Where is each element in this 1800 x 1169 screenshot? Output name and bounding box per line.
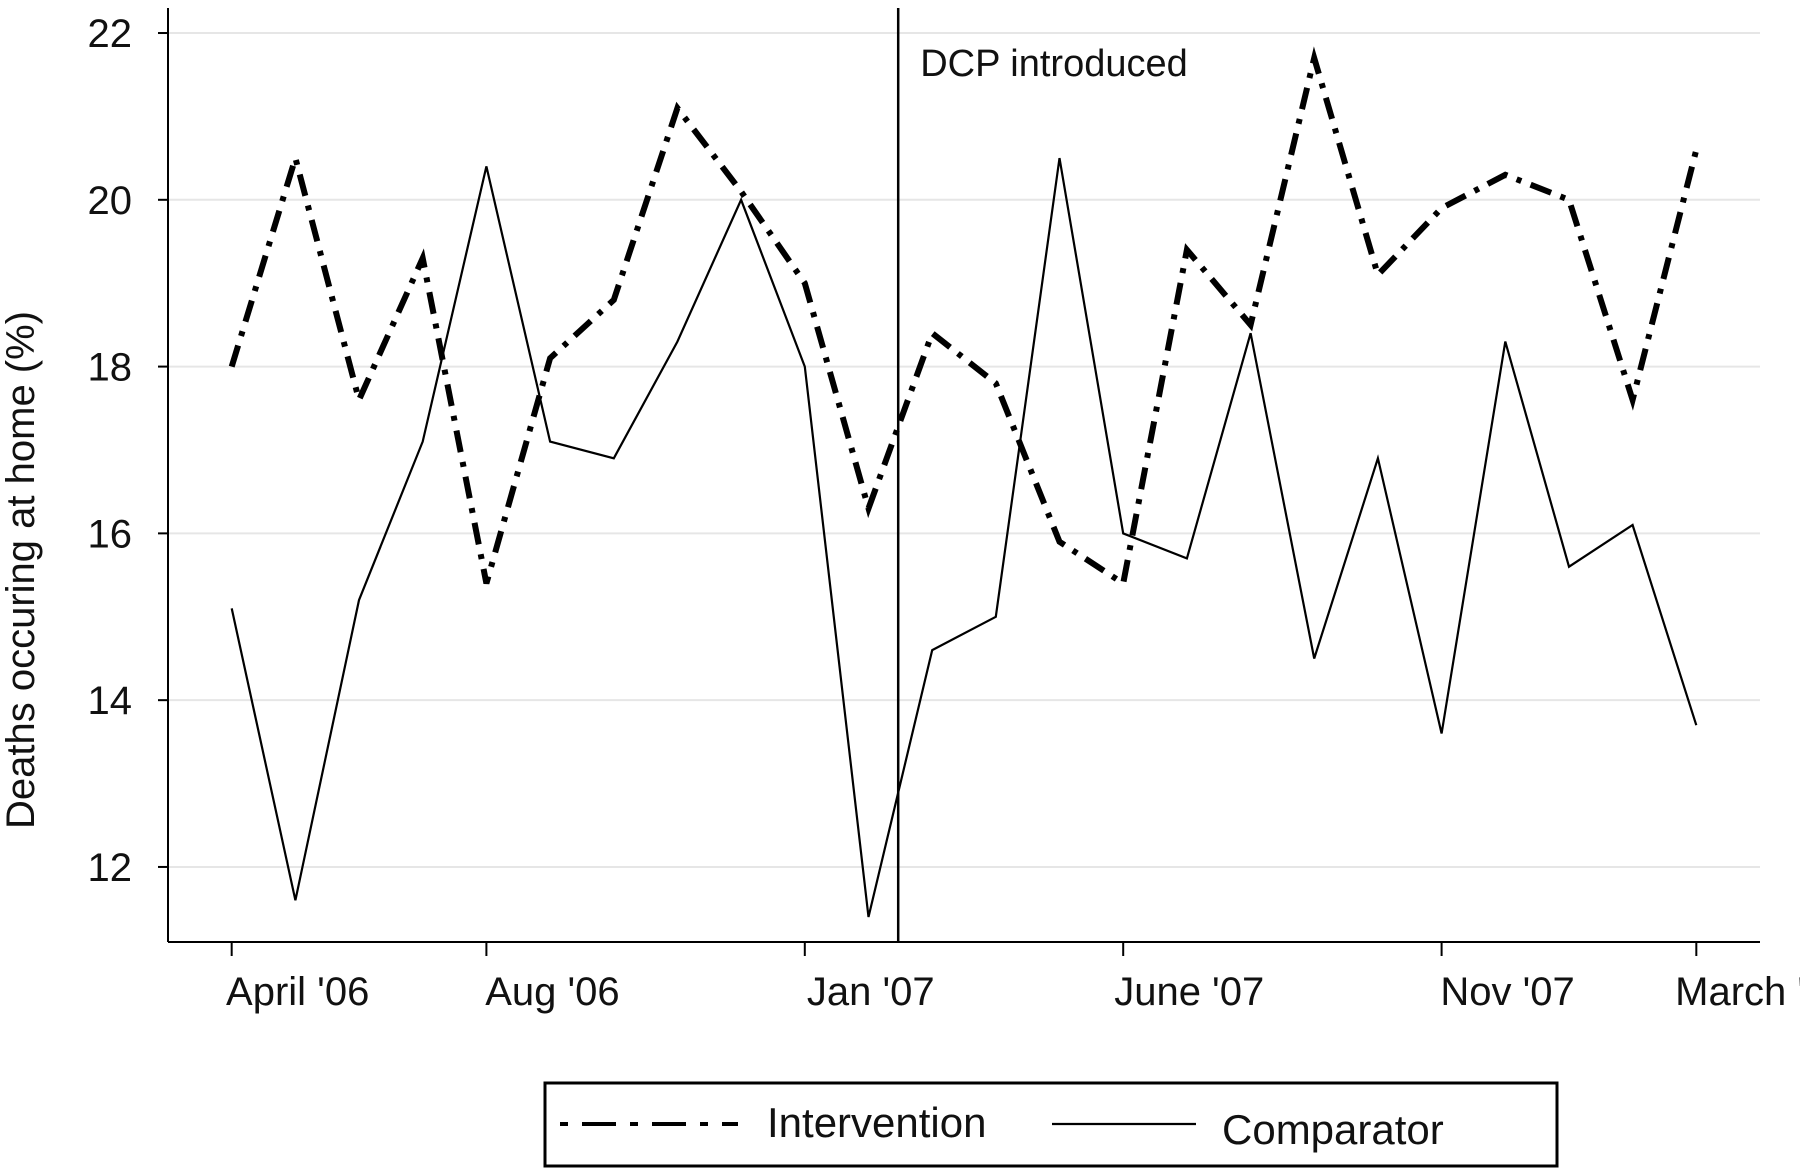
x-tick-label: June '07: [1114, 970, 1264, 1014]
legend-label-intervention: Intervention: [767, 1099, 986, 1146]
gridlines: [168, 32, 1760, 868]
y-axis-title: Deaths occuring at home (%): [0, 311, 43, 829]
series-line-comparator: [230, 157, 1698, 918]
y-tick-label: 16: [88, 512, 133, 556]
axes: [167, 8, 1760, 943]
y-ticks: 12 14 16 18 20 22: [88, 12, 168, 890]
annotation-label: DCP introduced: [920, 43, 1188, 85]
series: [228, 46, 1700, 918]
x-tick-label: March '08: [1675, 970, 1800, 1014]
y-tick-label: 12: [88, 846, 133, 890]
x-tick-label: April '06: [226, 970, 369, 1014]
y-tick-label: 14: [88, 679, 133, 723]
y-tick-label: 18: [88, 346, 133, 390]
x-tick-label: Aug '06: [485, 970, 619, 1014]
series-line-intervention: [228, 46, 1700, 589]
y-tick-label: 20: [88, 179, 133, 223]
legend: Intervention Comparator: [543, 1081, 1559, 1168]
x-tick-label: Jan '07: [807, 970, 935, 1014]
legend-box: [543, 1081, 1559, 1168]
y-tick-label: 22: [88, 12, 133, 56]
legend-label-comparator: Comparator: [1222, 1106, 1444, 1153]
x-tick-label: Nov '07: [1440, 970, 1574, 1014]
x-ticks: April '06 Aug '06 Jan '07 June '07 Nov '07 Ma…: [226, 942, 1800, 1014]
annotations: DCP introduced: [896, 8, 1188, 942]
